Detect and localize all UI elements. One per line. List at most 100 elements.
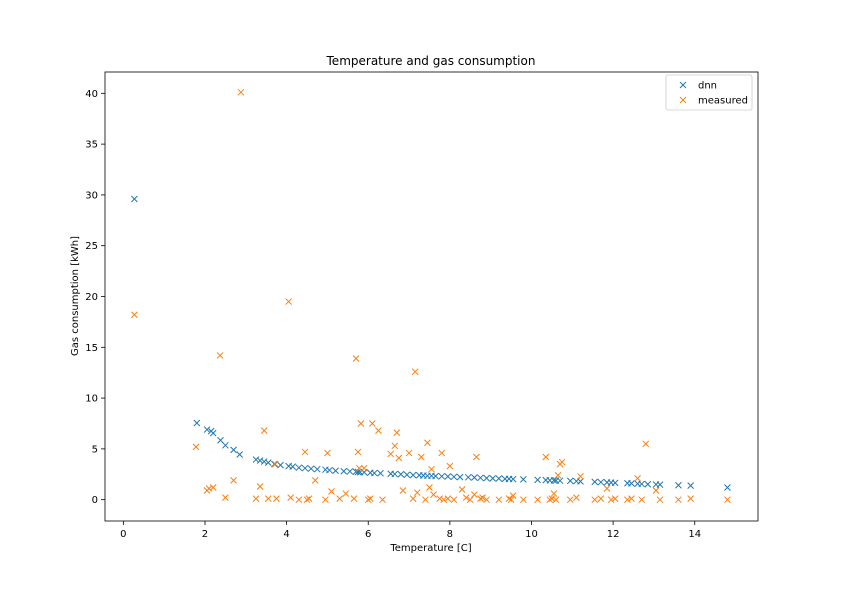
measured-point	[391, 442, 399, 450]
dnn-point	[256, 457, 264, 464]
x-tick-label: 12	[607, 529, 620, 540]
measured-point	[422, 496, 429, 504]
measured-point	[552, 496, 560, 504]
measured-point	[724, 496, 731, 504]
dnn-point	[230, 446, 237, 454]
measured-point	[131, 311, 138, 319]
y-tick-label: 40	[85, 89, 98, 100]
legend-label-measured: measured	[698, 96, 748, 107]
dnn-point	[236, 451, 244, 458]
dnn-point	[377, 469, 384, 477]
dnn-point	[295, 464, 303, 472]
measured-point	[354, 448, 362, 456]
measured-point	[505, 495, 513, 503]
measured-point	[336, 495, 344, 503]
measured-point	[350, 495, 358, 503]
measured-point	[411, 368, 419, 376]
measured-point	[519, 496, 527, 504]
y-tick-label: 25	[85, 241, 98, 252]
dnn-point	[495, 475, 503, 482]
measured-point	[375, 427, 382, 434]
y-tick-label: 0	[92, 495, 98, 506]
dnn-point	[456, 473, 464, 481]
measured-point	[368, 420, 376, 427]
measured-point	[483, 496, 490, 504]
measured-point	[303, 496, 311, 504]
measured-point	[470, 491, 478, 498]
x-tick-label: 6	[365, 529, 371, 540]
dnn-point	[611, 479, 619, 487]
measured-point	[628, 495, 635, 503]
measured-point	[324, 449, 331, 457]
dnn-point	[397, 470, 405, 478]
measured-point	[548, 495, 556, 503]
dnn-point	[591, 478, 599, 486]
measured-point	[205, 485, 213, 492]
points-layer	[131, 88, 731, 504]
measured-point	[271, 460, 279, 468]
measured-point	[287, 494, 295, 501]
dnn-point	[432, 472, 439, 480]
x-tick-label: 8	[447, 529, 453, 540]
measured-point	[466, 496, 474, 504]
measured-point	[642, 440, 650, 448]
measured-point	[603, 485, 611, 492]
measured-point	[597, 495, 605, 503]
measured-point	[305, 495, 313, 503]
measured-point	[430, 491, 437, 498]
series-measured	[131, 88, 731, 504]
measured-point	[260, 427, 268, 434]
dnn-point	[371, 469, 378, 477]
measured-point	[387, 450, 395, 458]
x-axis-label: Temperature [C]	[389, 543, 471, 554]
measured-point	[424, 439, 431, 447]
measured-point	[566, 496, 574, 504]
measured-point	[546, 496, 554, 504]
dnn-point	[313, 465, 321, 473]
dnn-point	[222, 441, 229, 449]
measured-point	[656, 496, 664, 504]
dnn-point	[307, 465, 315, 473]
dnn-point	[724, 484, 731, 491]
dnn-point	[483, 474, 490, 482]
measured-point	[399, 487, 407, 494]
measured-point	[507, 496, 515, 504]
measured-point	[446, 462, 454, 470]
measured-point	[458, 486, 466, 493]
dnn-point	[509, 475, 517, 483]
dnn-point	[656, 481, 664, 488]
dnn-point	[332, 467, 339, 475]
measured-point	[216, 352, 224, 359]
measured-point	[222, 494, 229, 501]
dnn-point	[403, 471, 411, 479]
y-tick-label: 20	[85, 292, 98, 303]
y-tick-label: 35	[85, 140, 98, 151]
measured-point	[611, 495, 619, 503]
dnn-point	[550, 477, 558, 484]
dnn-point	[534, 476, 541, 484]
dnn-point	[326, 466, 333, 474]
measured-point	[440, 496, 448, 504]
dnn-point	[566, 477, 574, 485]
measured-point	[273, 495, 280, 503]
dnn-point	[203, 426, 211, 433]
measured-point	[355, 464, 363, 472]
dnn-point	[489, 474, 497, 482]
dnn-point	[209, 429, 217, 437]
measured-point	[577, 472, 584, 480]
measured-point	[558, 458, 566, 466]
y-tick-label: 10	[85, 394, 98, 405]
measured-point	[652, 487, 660, 494]
dnn-point	[477, 474, 484, 482]
dnn-point	[450, 473, 458, 481]
dnn-point	[260, 458, 268, 465]
measured-point	[477, 495, 484, 503]
measured-point	[328, 488, 335, 495]
measured-point	[495, 496, 503, 504]
dnn-point	[193, 419, 201, 427]
dnn-point	[346, 468, 354, 475]
measured-point	[256, 483, 264, 490]
dnn-point	[301, 464, 309, 472]
